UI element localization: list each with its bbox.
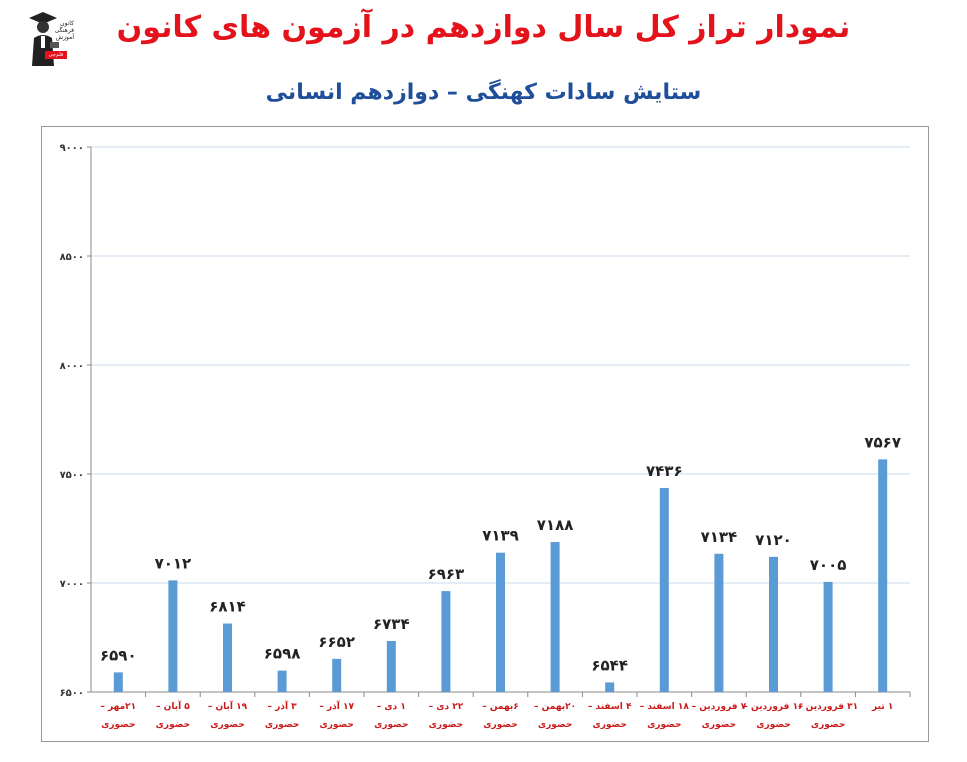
x-category-label: ۵ آبان – — [156, 700, 190, 712]
x-category-label: حضوری — [647, 720, 681, 730]
x-category-label: ۱ دی – — [377, 702, 406, 712]
y-tick-label: ۸۵۰۰ — [60, 252, 84, 263]
data-label: ۷۱۳۹ — [482, 527, 519, 545]
y-tick-label: ۹۰۰۰ — [60, 143, 84, 154]
x-category-label: ۱۹ آبان – — [208, 700, 248, 712]
x-category-label: حضوری — [374, 720, 408, 730]
bar — [769, 556, 778, 692]
bar — [659, 487, 669, 692]
x-category-label: حضوری — [429, 720, 463, 730]
bar — [714, 553, 724, 692]
y-tick-label: ۷۰۰۰ — [60, 579, 84, 590]
bar — [332, 658, 342, 692]
bar — [277, 670, 287, 692]
x-category-label: حضوری — [265, 720, 299, 730]
chart-title: نمودار تراز کل سال دوازدهم در آزمون های … — [116, 10, 851, 45]
chart-area: ۶۵۰۰ ۷۰۰۰ ۷۵۰۰ ۸۰۰۰ ۸۵۰۰ ۹۰۰۰ ۶۵۹۰ ۲۱مهر – حضوری… — [41, 126, 929, 742]
bar — [550, 542, 560, 692]
data-label: ۷۵۶۷ — [864, 433, 901, 451]
x-category-label: حضوری — [156, 720, 190, 730]
y-tick-label: ۶۵۰۰ — [60, 688, 84, 699]
x-category-label: ۳ آذر – — [268, 700, 298, 712]
y-tick-label: ۸۰۰۰ — [60, 361, 84, 372]
x-category-label: حضوری — [319, 720, 353, 730]
data-label: ۷۰۱۲ — [155, 554, 192, 572]
logo-line: فرهنگی — [54, 27, 74, 34]
data-label: ۶۵۹۸ — [264, 645, 301, 663]
x-category-label: حضوری — [702, 720, 736, 730]
x-category-label: ۱ تیر — [871, 702, 893, 712]
x-category-label: ۳۱ فروردین – — [798, 702, 858, 712]
data-label: ۷۰۰۵ — [810, 556, 847, 574]
x-category-label: ۲۱مهر – — [100, 702, 136, 712]
x-category-label: ۴ اسفند – — [588, 702, 632, 712]
logo-text: کانون فرهنگی آموزش — [44, 20, 74, 41]
bar — [223, 623, 232, 692]
logo-line: کانون — [60, 20, 74, 27]
x-category-label: ۲۲ دی – — [429, 702, 464, 712]
data-label: ۷۱۲۰ — [755, 531, 792, 549]
data-label: ۶۹۶۳ — [428, 565, 465, 583]
bar — [823, 581, 833, 692]
graduate-icon — [29, 12, 59, 66]
chart-subtitle: ستایش سادات کهنگی – دوازدهم انسانی — [265, 80, 702, 105]
logo-badge: قلم‌چی — [45, 51, 67, 59]
data-label: ۶۷۳۴ — [373, 615, 410, 633]
bar — [496, 552, 505, 692]
bar — [878, 459, 888, 692]
data-label: ۶۶۵۲ — [318, 633, 355, 651]
x-category-label: ۱۶ فروردین – — [743, 702, 803, 712]
x-category-label: حضوری — [592, 720, 626, 730]
x-category-label: حضوری — [483, 720, 517, 730]
x-category-label: ۲۰بهمن – — [534, 702, 576, 712]
bar — [168, 580, 178, 692]
bar — [386, 640, 396, 692]
data-label: ۶۸۱۴ — [209, 598, 246, 616]
x-category-label: ۶بهمن – — [482, 702, 519, 712]
bar-chart: ۶۵۰۰ ۷۰۰۰ ۷۵۰۰ ۸۰۰۰ ۸۵۰۰ ۹۰۰۰ ۶۵۹۰ ۲۱مهر – حضوری… — [60, 143, 911, 730]
x-category-label: حضوری — [538, 720, 572, 730]
x-category-label: حضوری — [101, 720, 135, 730]
bar — [605, 682, 615, 692]
data-label: ۷۴۳۶ — [646, 462, 683, 480]
x-category-label: حضوری — [756, 720, 790, 730]
data-label: ۶۵۹۰ — [100, 646, 137, 664]
data-label: ۷۱۸۸ — [537, 516, 574, 534]
x-category-label: ۱۸ اسفند – — [640, 702, 690, 712]
x-category-label: حضوری — [210, 720, 244, 730]
data-label: ۷۱۳۴ — [701, 528, 738, 546]
bar — [441, 591, 451, 692]
x-category-label: ۱۷ آذر – — [319, 700, 354, 712]
bar — [113, 672, 123, 692]
x-category-label: ۷ فروردین – — [692, 702, 747, 712]
data-label: ۶۵۴۴ — [591, 656, 628, 674]
y-tick-label: ۷۵۰۰ — [60, 470, 84, 481]
x-category-label: حضوری — [811, 720, 845, 730]
logo-line: آموزش — [55, 34, 74, 41]
